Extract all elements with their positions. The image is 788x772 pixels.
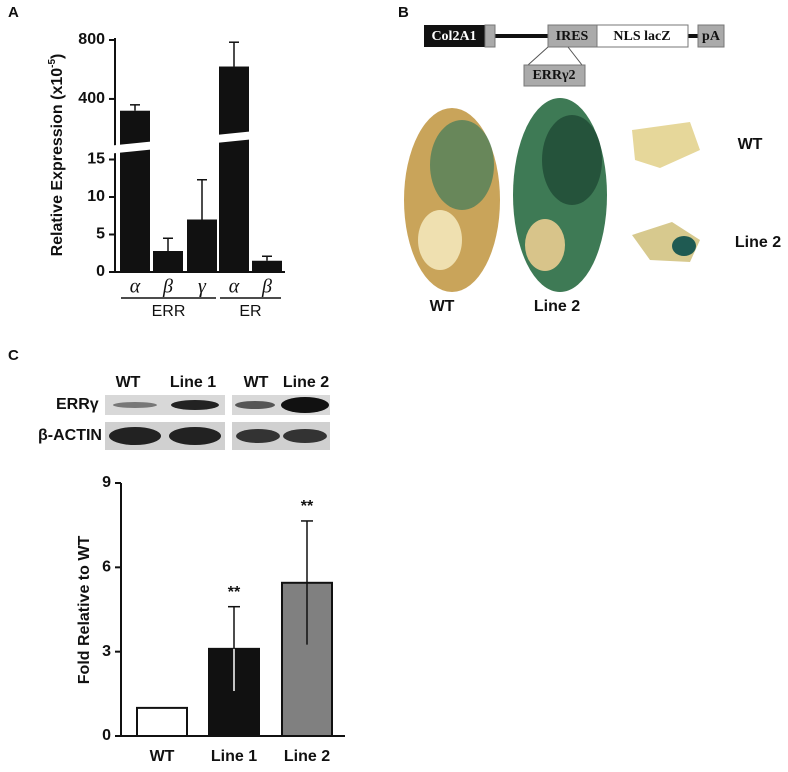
panel-label: C xyxy=(8,347,19,364)
y-axis-label-part: -5 xyxy=(47,59,58,68)
embryo-images xyxy=(404,98,700,292)
y-tick-label: 800 xyxy=(78,31,105,48)
blot-lane-label: Line 2 xyxy=(283,374,329,391)
blot-lane-label: WT xyxy=(244,374,269,391)
bar xyxy=(219,66,249,272)
embryo-label: WT xyxy=(430,298,455,315)
axis-break xyxy=(107,128,285,154)
x-tick-label: γ xyxy=(198,276,207,298)
y-axis-label-part: Relative Expression (x10 xyxy=(49,68,66,257)
x-tick-label: WT xyxy=(150,748,175,765)
annotation: ** xyxy=(228,584,241,601)
x-tick-label: β xyxy=(261,276,272,298)
group-label: ERR xyxy=(152,303,186,320)
construct-label: Col2A1 xyxy=(431,29,476,44)
panel-label: A xyxy=(8,4,19,21)
x-tick-label: β xyxy=(162,276,173,298)
construct-label: ERRγ2 xyxy=(532,68,575,83)
y-tick-label: 3 xyxy=(102,643,111,660)
y-tick-label: 15 xyxy=(87,151,105,168)
bar xyxy=(187,219,217,272)
y-tick-label: 9 xyxy=(102,474,111,491)
y-axis-label-part: ) xyxy=(49,54,66,59)
construct-label: NLS lacZ xyxy=(613,29,670,44)
group-label: ER xyxy=(239,303,261,320)
y-axis-label: Fold Relative to WT xyxy=(76,536,93,685)
blot-row-label: β-ACTIN xyxy=(38,427,102,444)
blot-lane-label: WT xyxy=(116,374,141,391)
bar xyxy=(153,251,183,272)
embryo-label: Line 2 xyxy=(534,298,580,315)
x-tick-label: α xyxy=(229,276,240,298)
y-tick-label: 5 xyxy=(96,226,105,243)
y-tick-label: 0 xyxy=(96,263,105,280)
blot-lane-label: Line 1 xyxy=(170,374,216,391)
construct-label: pA xyxy=(702,29,721,44)
annotation: ** xyxy=(301,498,314,515)
y-tick-label: 400 xyxy=(78,90,105,107)
y-tick-label: 10 xyxy=(87,188,105,205)
embryo-label: WT xyxy=(738,136,763,153)
y-axis-label: Relative Expression (x10-5) xyxy=(47,54,67,257)
x-tick-label: α xyxy=(130,276,141,298)
bar xyxy=(120,110,150,272)
x-tick-label: Line 2 xyxy=(284,748,330,765)
bar xyxy=(252,260,282,272)
construct: Col2A1 IRES NLS lacZ pA ERRγ2 xyxy=(424,24,725,87)
blot-row-label: ERRγ xyxy=(56,396,99,413)
y-tick-label: 6 xyxy=(102,559,111,576)
construct-label: IRES xyxy=(556,29,589,44)
x-tick-label: Line 1 xyxy=(211,748,257,765)
bar xyxy=(136,706,188,738)
western-blot xyxy=(105,395,330,450)
panel-label: B xyxy=(398,4,409,21)
embryo-label: Line 2 xyxy=(735,234,781,251)
y-tick-label: 0 xyxy=(102,727,111,744)
